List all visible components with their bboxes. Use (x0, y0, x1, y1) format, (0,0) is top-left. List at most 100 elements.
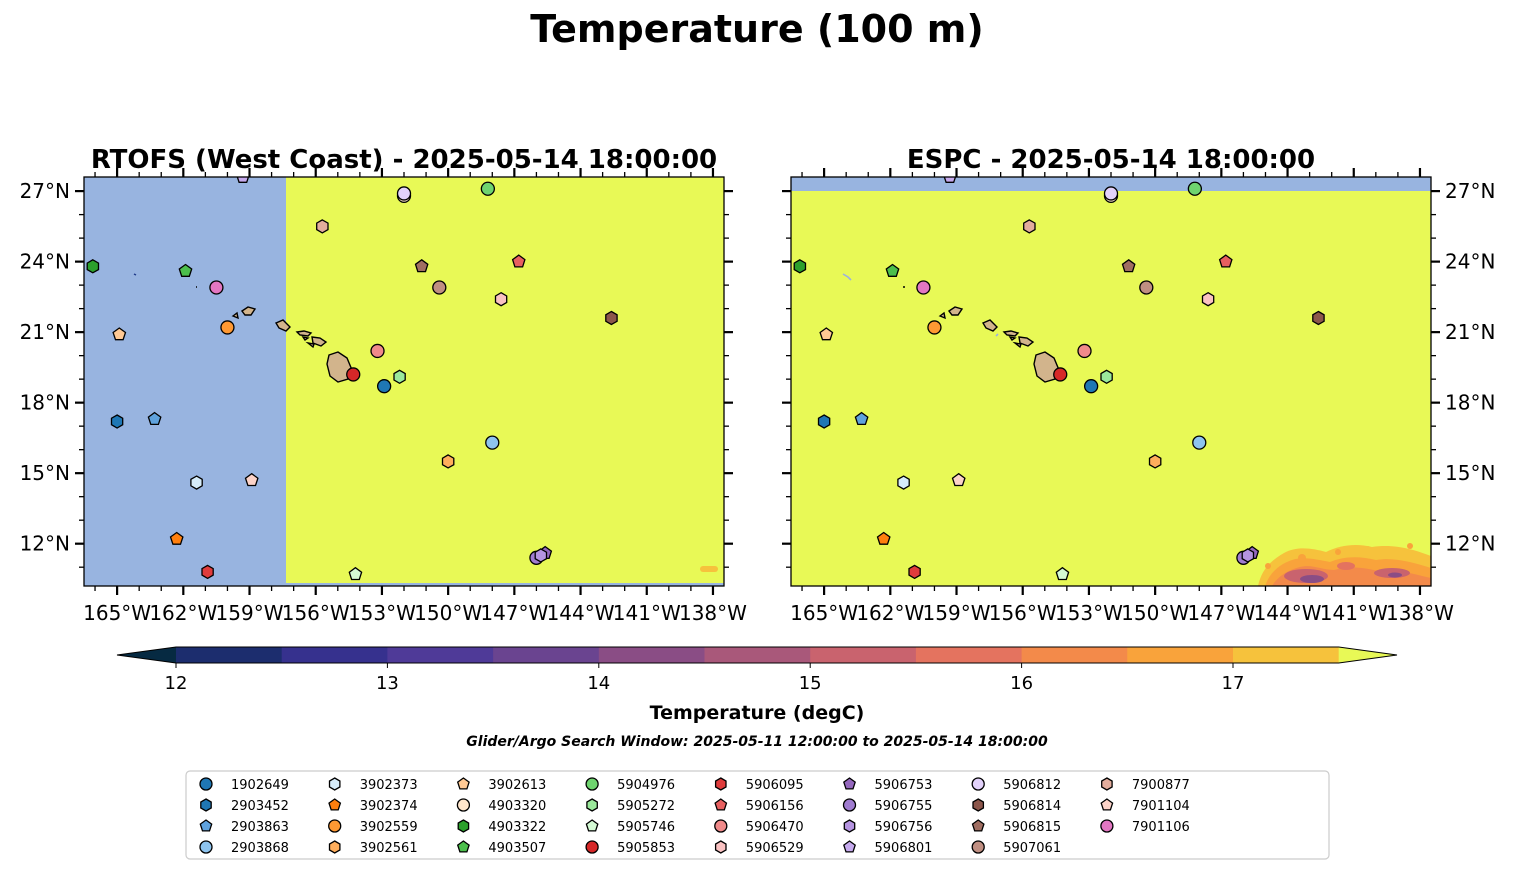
legend-item: 4903322 (457, 819, 546, 835)
float-marker-3902373 (190, 475, 203, 490)
legend-marker (585, 840, 599, 854)
float-marker-5906756 (1241, 548, 1255, 563)
float-marker-5904976 (1187, 181, 1203, 196)
legend-item: 3902374 (328, 798, 418, 814)
legend-marker (328, 798, 342, 811)
float-marker-2903452 (817, 414, 831, 429)
reef-islet (995, 333, 999, 337)
y-tick-label: 21°N (20, 320, 70, 344)
colorbar-tick-label: 17 (1222, 673, 1245, 694)
float-marker-5906470 (1077, 343, 1092, 359)
legend-label: 2903863 (231, 820, 289, 835)
float-marker-4903322 (793, 259, 807, 274)
x-tick-label: 165°W (790, 601, 858, 625)
warm-region (791, 177, 1431, 586)
legend-item: 5905746 (585, 819, 675, 835)
legend-label: 5906156 (746, 799, 804, 814)
float-marker-3902374 (876, 531, 891, 545)
float-marker-5905746 (1055, 566, 1070, 581)
float-marker-3902559 (220, 320, 235, 335)
y-tick-label: 27°N (20, 179, 70, 203)
legend-item: 2903452 (200, 798, 289, 814)
float-marker-5906814 (1312, 310, 1325, 326)
float-marker-2903868 (485, 435, 500, 450)
float-marker-5906529 (1201, 291, 1215, 307)
legend-item: 5904976 (585, 777, 675, 793)
legend-label: 3902559 (360, 820, 418, 835)
y-tick-label: 18°N (20, 391, 70, 415)
float-marker-3902374 (169, 531, 184, 545)
x-tick-label: 156°W (989, 601, 1057, 625)
legend-item: 5906156 (714, 798, 804, 814)
colorbar-bin (598, 647, 705, 663)
legend-item: 5906812 (971, 777, 1061, 793)
legend-item: 3902559 (328, 819, 418, 835)
colorbar-bin (387, 647, 494, 663)
legend-item: 7901106 (1100, 819, 1190, 835)
colorbar: 12 13 14 15 16 17 Temperature (degC) (116, 646, 1398, 724)
cool-patches (1258, 543, 1431, 586)
colorbar-extend-low (117, 647, 176, 663)
float-marker-5906529 (494, 291, 508, 307)
legend-marker (714, 819, 728, 833)
x-tick-label: 159°W (923, 601, 991, 625)
colorbar-tick-label: 12 (165, 673, 188, 694)
x-tick-label: 162°W (856, 601, 924, 625)
float-marker-5906470 (370, 343, 385, 359)
legend-marker (971, 777, 985, 791)
legend-label: 1902649 (231, 778, 289, 793)
y-tick-label: 21°N (1445, 320, 1495, 344)
legend-item: 7900877 (1101, 777, 1190, 793)
legend-label: 5906814 (1003, 799, 1061, 814)
float-marker-5907061 (432, 280, 447, 295)
float-marker-4903507 (885, 263, 900, 277)
legend-marker (456, 798, 471, 812)
float-marker-5906156 (1218, 254, 1233, 268)
x-tick-label: 162°W (149, 601, 217, 625)
colorbar-tick-label: 14 (587, 673, 610, 694)
legend-marker (971, 840, 985, 854)
legend-marker (842, 798, 857, 812)
float-marker-5906815 (1121, 258, 1136, 273)
legend-marker (714, 840, 727, 854)
float-marker-5906812 (396, 186, 412, 201)
legend-marker (456, 840, 470, 853)
legend-label: 5905746 (617, 820, 675, 835)
legend-marker (200, 798, 212, 812)
y-tick-label: 24°N (20, 250, 70, 274)
x-tick-label: 153°W (348, 601, 416, 625)
legend-label: 5906815 (1003, 820, 1061, 835)
legend-entries: 1902649 2903452 2903863 2903868 3902373 39023… (199, 777, 1190, 856)
float-marker-3902561 (441, 454, 455, 469)
legend-item: 5907061 (971, 840, 1061, 856)
float-marker-1902649 (376, 379, 392, 394)
float-marker-5906814 (605, 310, 618, 326)
legend-item: 5906756 (843, 819, 932, 835)
map-panel-rtofs: RTOFS (West Coast) - 2025-05-14 18:00:00… (20, 145, 748, 625)
legend-item: 5906815 (971, 819, 1061, 835)
x-tick-label: 147°W (480, 601, 548, 625)
float-markers (86, 177, 618, 581)
float-marker-3902613 (112, 327, 127, 341)
legend-marker (585, 777, 599, 791)
colorbar-swatches (116, 646, 1398, 664)
x-tick-label: 165°W (83, 601, 151, 625)
colorbar-bin (1127, 647, 1234, 663)
x-tick-label: 138°W (679, 601, 747, 625)
float-marker-7900877 (316, 219, 329, 234)
legend-item: 7901104 (1100, 798, 1190, 814)
legend-marker (1100, 819, 1114, 833)
legend-item: 2903863 (199, 819, 289, 835)
x-tick-label: 159°W (216, 601, 284, 625)
legend-item: 3902561 (328, 840, 418, 856)
float-marker-7901106 (916, 280, 931, 295)
y-tick-label: 18°N (1445, 391, 1495, 415)
float-marker-1902649 (1083, 379, 1099, 394)
legend-label: 3902374 (360, 799, 418, 814)
legend-marker (843, 777, 856, 790)
legend-item: 3902373 (328, 777, 418, 793)
float-marker-5906801 (236, 177, 250, 183)
colorbar-bin (176, 647, 283, 663)
colorbar-bin (1021, 647, 1128, 663)
